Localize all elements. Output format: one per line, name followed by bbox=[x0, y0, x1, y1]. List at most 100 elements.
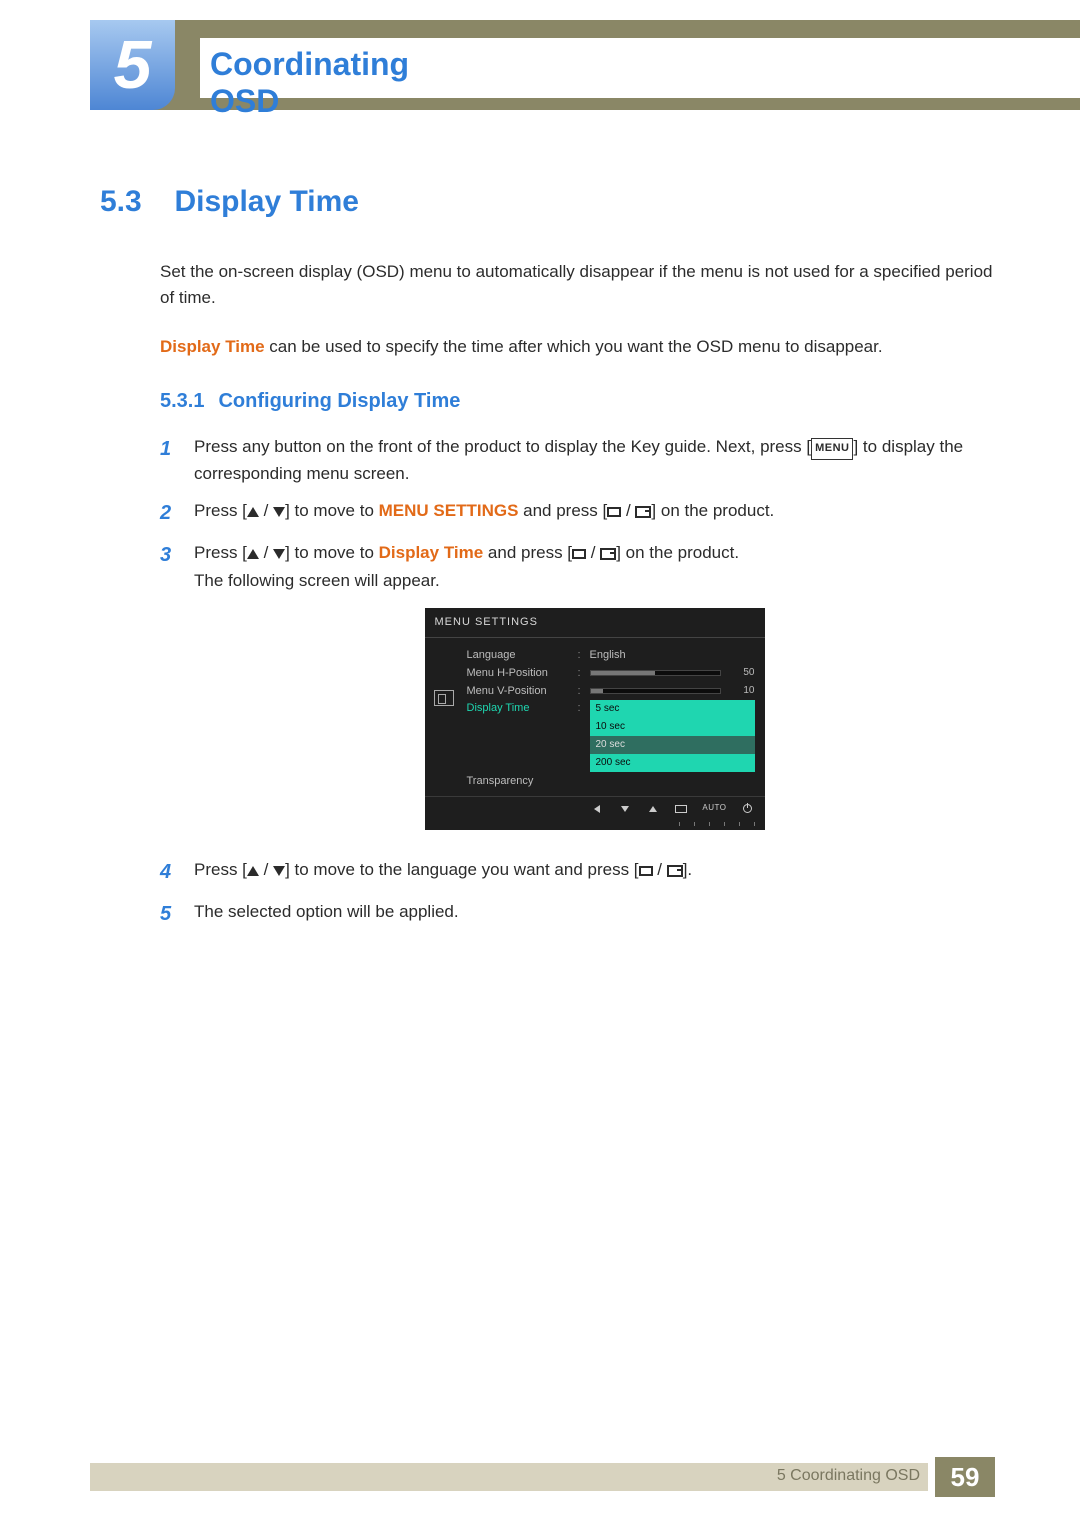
step-number: 2 bbox=[160, 497, 176, 529]
subsection-title: Configuring Display Time bbox=[218, 390, 460, 412]
steps-list: 1 Press any button on the front of the p… bbox=[160, 433, 995, 930]
source-icon bbox=[572, 549, 586, 559]
section-heading: 5.3 Display Time bbox=[100, 185, 995, 219]
keyword: MENU SETTINGS bbox=[379, 501, 519, 520]
source-icon bbox=[639, 866, 653, 876]
up-icon bbox=[247, 549, 259, 559]
text: ] on the product. bbox=[651, 501, 774, 520]
osd-nav-down-icon bbox=[618, 804, 632, 814]
text: Press [ bbox=[194, 543, 247, 562]
step-2: 2 Press [ / ] to move to MENU SETTINGS a… bbox=[160, 497, 995, 529]
step-1: 1 Press any button on the front of the p… bbox=[160, 433, 995, 487]
osd-slider-value: 50 bbox=[733, 665, 755, 681]
osd-slider-value: 10 bbox=[733, 683, 755, 699]
text: Press [ bbox=[194, 860, 247, 879]
osd-power-icon bbox=[741, 804, 755, 814]
text: ] to move to bbox=[285, 543, 379, 562]
down-icon bbox=[273, 549, 285, 559]
osd-body: Language : English Menu H-Position : 50 bbox=[425, 638, 765, 796]
osd-row-transparency: Transparency bbox=[467, 772, 755, 790]
osd-auto-label: AUTO bbox=[702, 802, 726, 815]
text: ] to move to the language you want and p… bbox=[285, 860, 638, 879]
step-number: 3 bbox=[160, 539, 176, 846]
text: Press any button on the front of the pro… bbox=[194, 437, 811, 456]
osd-option: 10 sec bbox=[590, 718, 755, 736]
source-icon bbox=[607, 507, 621, 517]
page-footer: 5 Coordinating OSD 59 bbox=[0, 1457, 1080, 1497]
intro2-keyword: Display Time bbox=[160, 337, 265, 356]
intro-paragraph-1: Set the on-screen display (OSD) menu to … bbox=[160, 259, 995, 312]
osd-title: MENU SETTINGS bbox=[425, 608, 765, 639]
osd-label: Language bbox=[467, 647, 572, 665]
osd-value: English bbox=[590, 647, 626, 665]
up-icon bbox=[247, 507, 259, 517]
subsection-number: 5.3.1 bbox=[160, 390, 204, 412]
osd-category-icon bbox=[434, 690, 454, 706]
osd-nav-up-icon bbox=[646, 804, 660, 814]
osd-nav-enter-icon bbox=[674, 804, 688, 814]
osd-sidebar bbox=[425, 638, 463, 796]
text: Press [ bbox=[194, 501, 247, 520]
step-number: 4 bbox=[160, 856, 176, 888]
osd-label: Menu V-Position bbox=[467, 683, 572, 701]
osd-options: 5 sec 10 sec 20 sec 200 sec bbox=[590, 700, 755, 772]
osd-row-v-position: Menu V-Position : 10 bbox=[467, 682, 755, 700]
intro2-rest: can be used to specify the time after wh… bbox=[265, 337, 883, 356]
osd-row-display-time: Display Time : 5 sec 10 sec 20 sec 200 s… bbox=[467, 700, 755, 772]
footer-chapter-label: 5 Coordinating OSD bbox=[777, 1467, 920, 1485]
keyword: Display Time bbox=[379, 543, 484, 562]
section-number: 5.3 bbox=[100, 185, 170, 219]
down-icon bbox=[273, 866, 285, 876]
down-icon bbox=[273, 507, 285, 517]
colon: : bbox=[578, 700, 584, 718]
text: and press [ bbox=[518, 501, 607, 520]
osd-slider-fill bbox=[591, 689, 604, 693]
osd-option: 200 sec bbox=[590, 754, 755, 772]
enter-icon bbox=[600, 548, 616, 560]
step-number: 5 bbox=[160, 898, 176, 930]
up-icon bbox=[247, 866, 259, 876]
text: and press [ bbox=[483, 543, 572, 562]
osd-slider bbox=[590, 670, 721, 676]
text: ] to move to bbox=[285, 501, 379, 520]
enter-icon bbox=[635, 506, 651, 518]
page-content: 5.3 Display Time Set the on-screen displ… bbox=[100, 185, 995, 940]
chapter-number-badge: 5 bbox=[90, 20, 175, 110]
colon: : bbox=[578, 647, 584, 665]
osd-footer-ticks bbox=[425, 820, 765, 830]
footer-page-number: 59 bbox=[935, 1457, 995, 1497]
enter-icon bbox=[667, 865, 683, 877]
chapter-title: Coordinating OSD bbox=[200, 38, 1080, 98]
menu-key-icon: MENU bbox=[811, 438, 853, 460]
step-body: Press [ / ] to move to Display Time and … bbox=[194, 539, 995, 846]
osd-row-h-position: Menu H-Position : 50 bbox=[467, 664, 755, 682]
step-body: Press [ / ] to move to MENU SETTINGS and… bbox=[194, 497, 995, 529]
osd-slider bbox=[590, 688, 721, 694]
step-body: Press [ / ] to move to the language you … bbox=[194, 856, 995, 888]
osd-rows: Language : English Menu H-Position : 50 bbox=[463, 638, 765, 796]
osd-option: 5 sec bbox=[590, 700, 755, 718]
intro-paragraph-2: Display Time can be used to specify the … bbox=[160, 334, 995, 360]
step-body: The selected option will be applied. bbox=[194, 898, 995, 930]
osd-label-active: Display Time bbox=[467, 700, 572, 718]
step-4: 4 Press [ / ] to move to the language yo… bbox=[160, 856, 995, 888]
text: ] on the product. bbox=[616, 543, 739, 562]
colon: : bbox=[578, 665, 584, 683]
step-number: 1 bbox=[160, 433, 176, 487]
osd-slider-fill bbox=[591, 671, 656, 675]
osd-label: Menu H-Position bbox=[467, 665, 572, 683]
subsection-heading: 5.3.1 Configuring Display Time bbox=[160, 390, 995, 413]
text: The following screen will appear. bbox=[194, 571, 440, 590]
section-title: Display Time bbox=[174, 185, 359, 218]
osd-nav-left-icon bbox=[590, 804, 604, 814]
text: ]. bbox=[683, 860, 692, 879]
step-3: 3 Press [ / ] to move to Display Time an… bbox=[160, 539, 995, 846]
osd-footer: AUTO bbox=[425, 796, 765, 820]
step-5: 5 The selected option will be applied. bbox=[160, 898, 995, 930]
osd-option-selected: 20 sec bbox=[590, 736, 755, 754]
osd-label: Transparency bbox=[467, 773, 572, 791]
step-body: Press any button on the front of the pro… bbox=[194, 433, 995, 487]
osd-row-language: Language : English bbox=[467, 646, 755, 664]
colon: : bbox=[578, 683, 584, 701]
osd-screenshot: MENU SETTINGS Language : English bbox=[425, 608, 765, 830]
